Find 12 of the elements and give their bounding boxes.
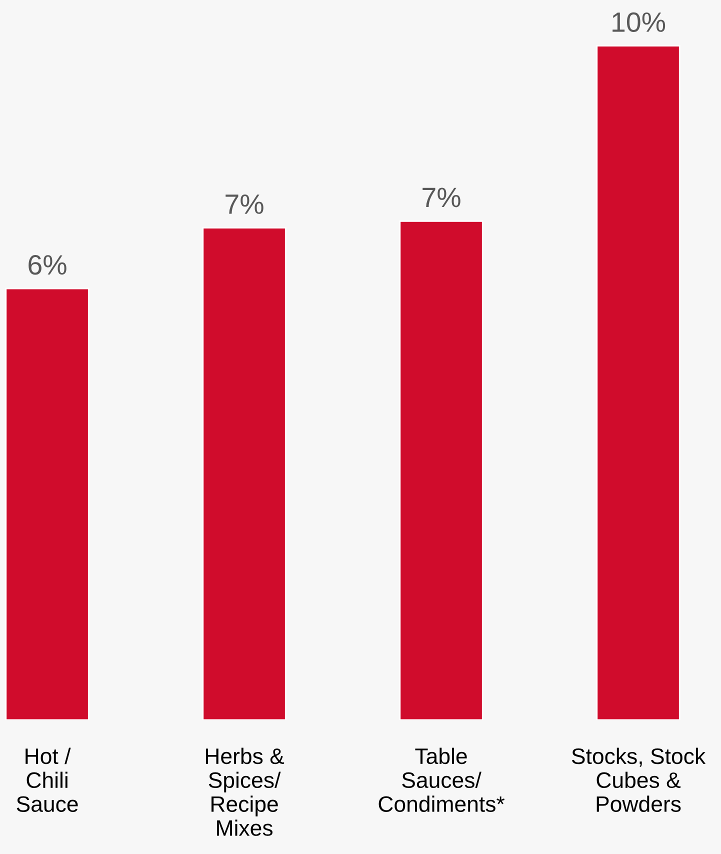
bar [202,227,286,720]
bar [5,288,90,720]
bar [596,45,680,720]
data-label: 7% [422,188,460,208]
bar [399,220,484,720]
data-label: 7% [226,194,264,214]
x-tick-label: Stocks, Stock Cubes & Powders [572,748,706,812]
x-tick-label: Table Sauces/ Condiments* [378,748,505,812]
data-label: 10% [612,12,666,32]
x-tick-label: Herbs & Spices/ Recipe Mixes [206,748,284,836]
data-label: 6% [28,255,66,275]
x-tick-label: Hot / Chili Sauce [16,748,78,812]
